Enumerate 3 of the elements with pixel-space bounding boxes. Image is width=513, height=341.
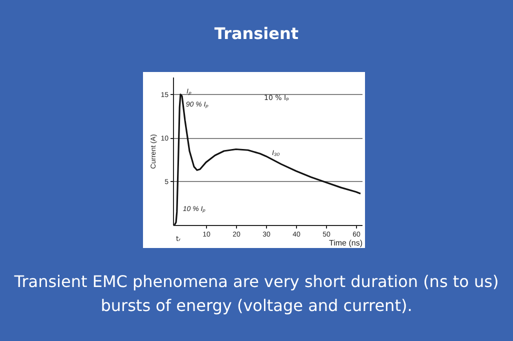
text: Transient EMC phenomena are very short duration (ns to us) bursts of energy (voltage and current).: [13, 271, 500, 317]
chart-title: Transient: [213, 24, 300, 43]
x-axis-title: Time (ns): [329, 238, 363, 248]
